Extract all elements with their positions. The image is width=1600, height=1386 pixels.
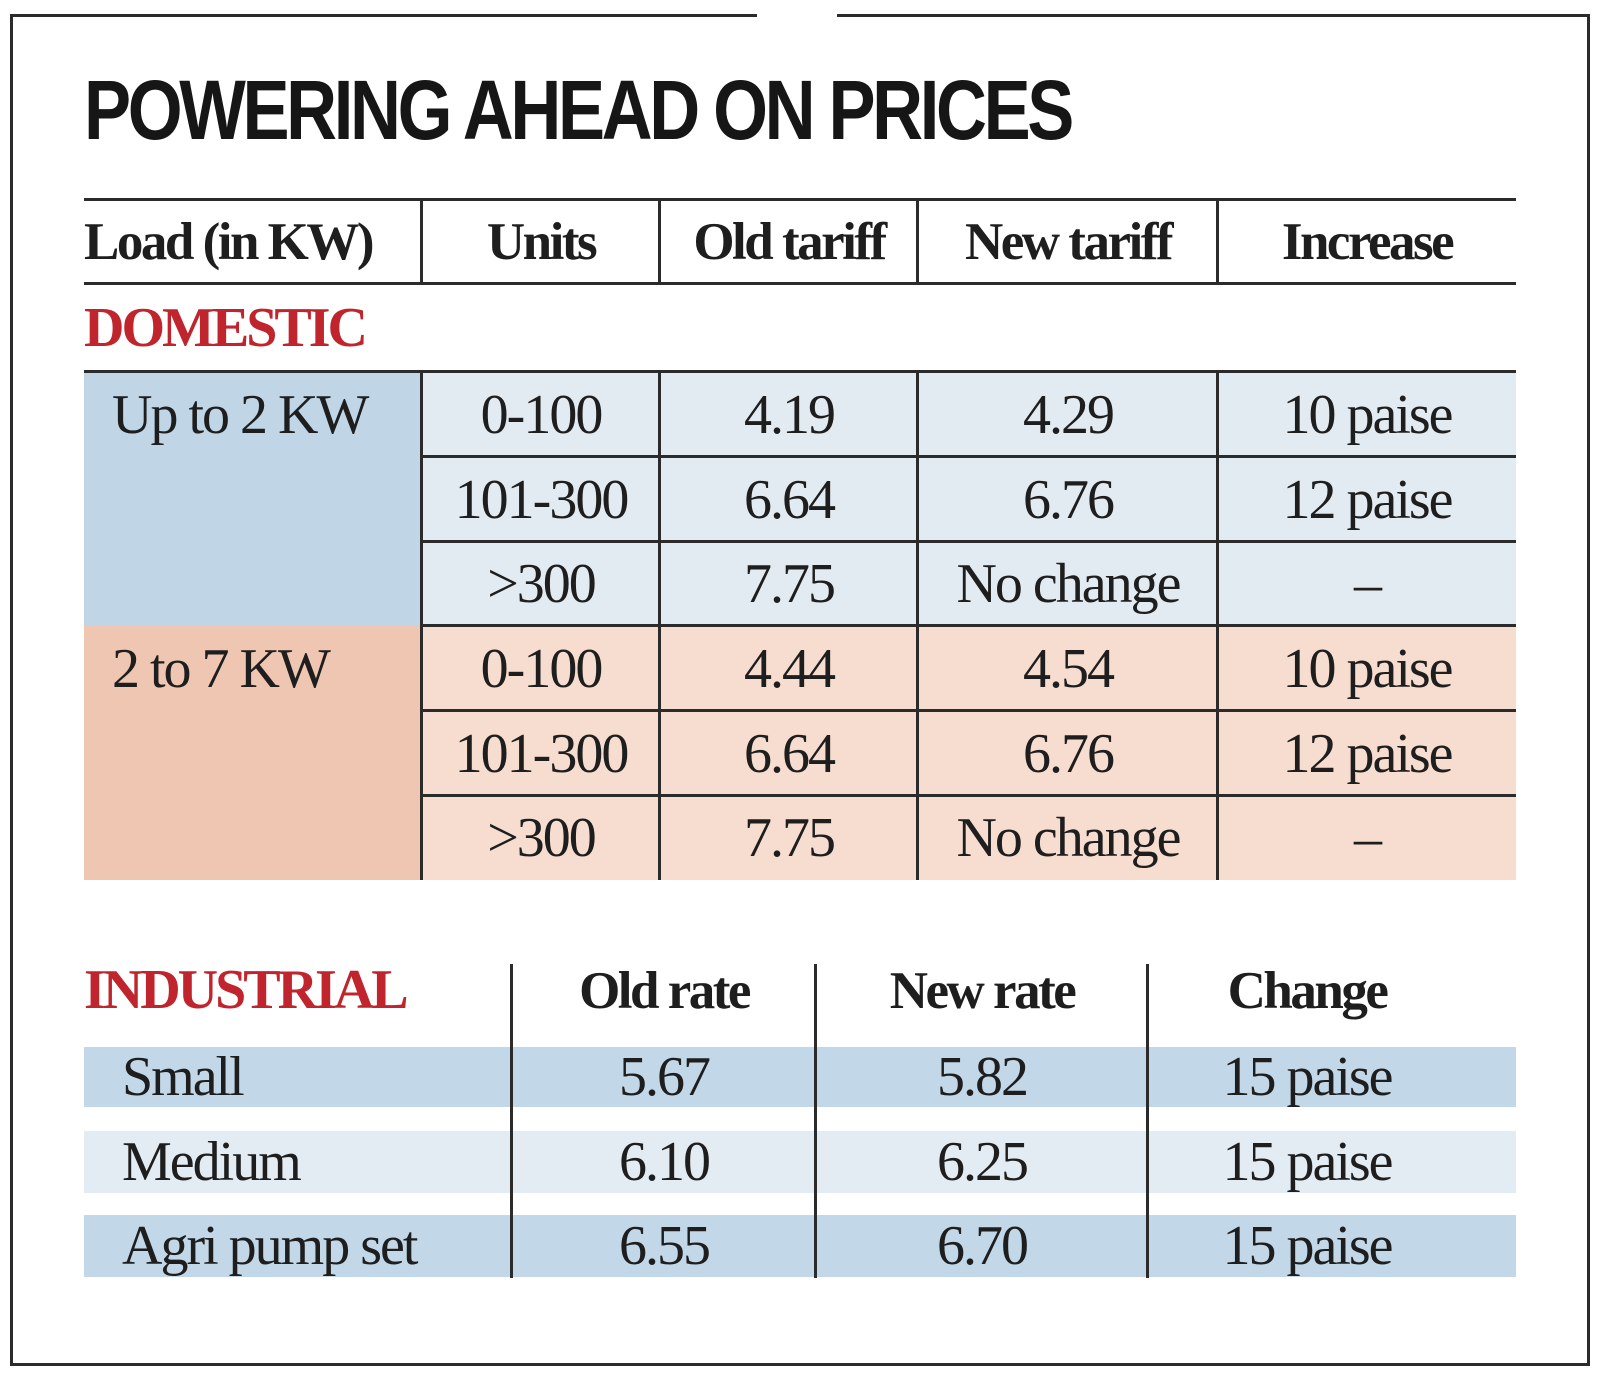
units-cell: 0-100	[480, 383, 604, 446]
header-divider	[658, 198, 661, 284]
col-header-change: Change	[1227, 962, 1389, 1020]
change-cell: 15 paise	[1222, 1215, 1393, 1277]
increase-cell: 12 paise	[1282, 722, 1453, 785]
header-divider	[1216, 198, 1219, 284]
load-label: Up to 2 KW	[112, 383, 369, 446]
new-tariff-cell: 6.76	[1023, 468, 1115, 531]
new-tariff-cell: 4.29	[1023, 383, 1115, 446]
table-divider	[814, 964, 817, 1278]
col-header-new-rate: New rate	[889, 962, 1077, 1020]
old-tariff-cell: 6.64	[744, 468, 836, 531]
category-cell: Medium	[122, 1131, 302, 1193]
new-tariff-cell: 6.76	[1023, 722, 1115, 785]
row-band	[84, 1131, 1516, 1193]
change-cell: 15 paise	[1222, 1131, 1393, 1193]
units-cell: >300	[487, 553, 597, 615]
old-tariff-cell: 6.64	[744, 722, 836, 785]
header-top-rule	[84, 198, 1516, 201]
table-divider	[422, 709, 1516, 712]
col-header-load: Load (in KW)	[84, 212, 375, 271]
old-rate-cell: 6.10	[619, 1131, 711, 1193]
old-tariff-cell: 4.19	[744, 383, 836, 446]
load-label: 2 to 7 KW	[112, 637, 331, 700]
col-header-increase: Increase	[1281, 212, 1455, 271]
row-band	[84, 1215, 1516, 1277]
table-divider	[510, 964, 513, 1278]
new-rate-cell: 6.70	[937, 1215, 1029, 1277]
table-divider	[422, 540, 1516, 543]
increase-cell: 10 paise	[1282, 637, 1453, 700]
table-divider	[84, 370, 1516, 373]
old-tariff-cell: 7.75	[744, 807, 836, 869]
new-rate-cell: 5.82	[937, 1046, 1029, 1108]
header-bottom-rule	[84, 282, 1516, 285]
increase-cell: –	[1354, 553, 1382, 615]
table-divider	[422, 455, 1516, 458]
header-divider	[916, 198, 919, 284]
table-divider	[422, 794, 1516, 797]
new-tariff-cell: 4.54	[1023, 637, 1115, 700]
header-divider	[420, 198, 423, 284]
group-band-bg	[422, 372, 1516, 626]
page-title: POWERING AHEAD ON PRICES	[84, 63, 1074, 157]
group-band-bg	[422, 626, 1516, 880]
category-cell: Agri pump set	[122, 1215, 418, 1277]
units-cell: >300	[487, 807, 597, 869]
increase-cell: –	[1354, 807, 1382, 869]
units-cell: 0-100	[480, 637, 604, 700]
old-rate-cell: 6.55	[619, 1215, 711, 1277]
frame-gap	[757, 10, 837, 18]
increase-cell: 10 paise	[1282, 383, 1453, 446]
col-header-units: Units	[486, 212, 598, 271]
old-tariff-cell: 4.44	[744, 637, 836, 700]
increase-cell: 12 paise	[1282, 468, 1453, 531]
row-band	[84, 1047, 1516, 1107]
col-header-old-rate: Old rate	[579, 962, 751, 1020]
table-divider	[420, 372, 423, 880]
old-tariff-cell: 7.75	[744, 553, 836, 615]
new-tariff-cell: No change	[956, 807, 1181, 869]
domestic-section-label: DOMESTIC	[84, 297, 368, 359]
new-rate-cell: 6.25	[937, 1131, 1029, 1193]
col-header-old-tariff: Old tariff	[693, 212, 887, 271]
industrial-section-label: INDUSTRIAL	[84, 959, 409, 1021]
units-cell: 101-300	[454, 468, 630, 531]
col-header-new-tariff: New tariff	[964, 212, 1174, 271]
old-rate-cell: 5.67	[619, 1046, 711, 1108]
table-divider	[1146, 964, 1149, 1278]
group-load-cell-bg	[84, 626, 422, 880]
table-divider	[422, 624, 1516, 627]
change-cell: 15 paise	[1222, 1046, 1393, 1108]
units-cell: 101-300	[454, 722, 630, 785]
new-tariff-cell: No change	[956, 553, 1181, 615]
group-load-cell-bg	[84, 372, 422, 626]
category-cell: Small	[122, 1046, 245, 1108]
